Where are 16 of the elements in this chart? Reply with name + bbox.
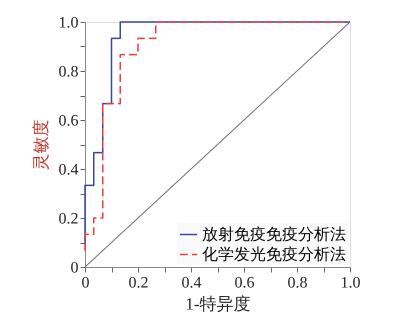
legend-label: 化学发光免疫分析法 (202, 246, 346, 264)
y-tick-label: 0.2 (58, 210, 78, 228)
y-tick-label: 0.8 (58, 64, 78, 80)
legend-label: 放射免疫免疫分析法 (202, 226, 346, 244)
x-tick-label: 0 (82, 274, 90, 292)
x-tick-label: 0.2 (128, 274, 148, 292)
x-tick-label: 0.6 (234, 274, 254, 292)
x-tick-label: 0.4 (182, 274, 202, 292)
x-tick-label: 0.8 (288, 274, 308, 292)
y-axis-title: 灵敏度 (32, 120, 50, 170)
y-tick-label: 1.0 (58, 14, 78, 32)
x-axis-title: 1-特异度 (185, 294, 251, 314)
y-tick-label: 0.6 (58, 112, 78, 130)
y-tick-label: 0.4 (58, 162, 78, 178)
y-tick-label: 0 (70, 260, 78, 276)
x-tick-label: 1.0 (340, 274, 360, 292)
